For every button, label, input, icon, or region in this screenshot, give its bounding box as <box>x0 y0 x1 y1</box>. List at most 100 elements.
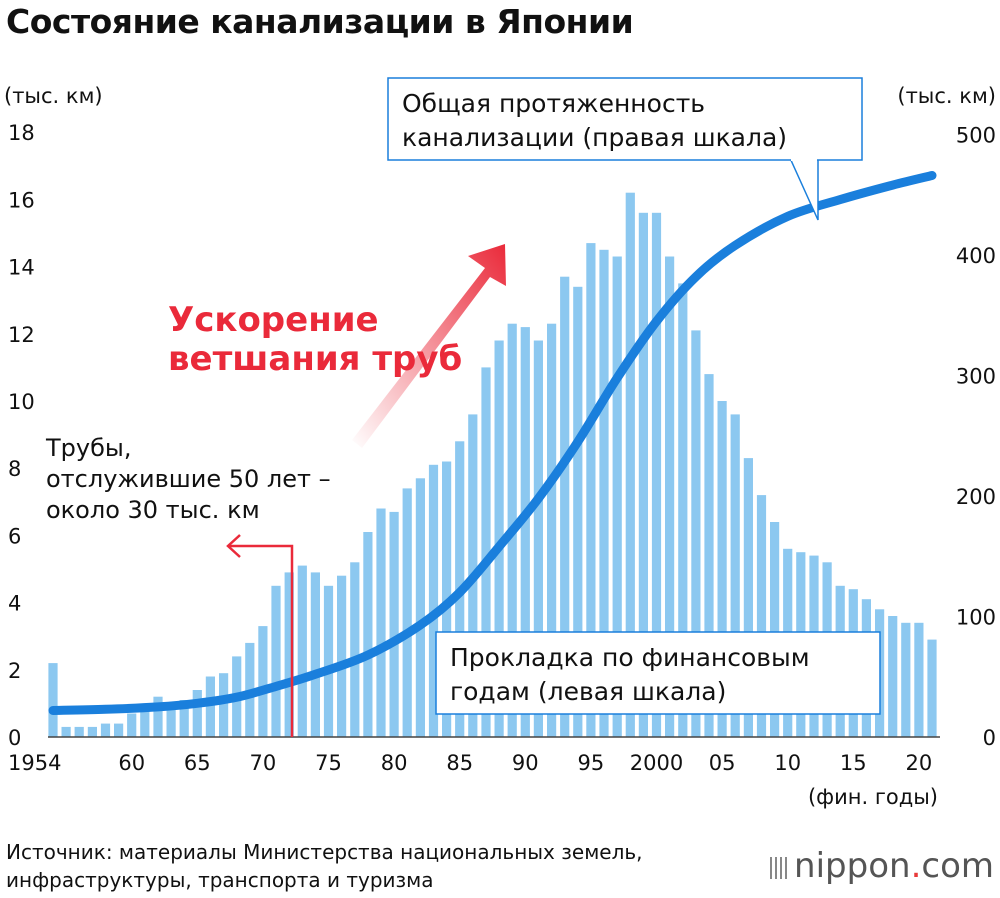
right-tick-label: 500 <box>956 124 996 148</box>
x-tick-label: 90 <box>512 751 539 775</box>
bar-1998 <box>625 192 635 737</box>
left-tick-label: 6 <box>8 524 21 548</box>
bar-1983 <box>428 464 439 737</box>
bar-1966 <box>205 676 215 737</box>
bar-1965 <box>192 690 202 737</box>
pipes-label-line2: отслужившие 50 лет – <box>46 465 331 493</box>
left-tick-label: 10 <box>8 390 35 414</box>
bar-1974 <box>310 572 320 737</box>
left-tick-label: 14 <box>8 256 35 280</box>
bar-1981 <box>402 488 412 737</box>
bar-1975 <box>323 585 334 737</box>
logo-dot: . <box>910 846 922 886</box>
left-tick-label: 4 <box>8 592 21 616</box>
x-tick-label: 15 <box>840 751 867 775</box>
left-axis-unit: (тыс. км) <box>4 84 103 108</box>
source-line-2: инфраструктуры, транспорта и туризма <box>6 868 434 892</box>
nippon-logo-mark <box>770 856 789 879</box>
bar-2003 <box>691 330 701 737</box>
right-tick-label: 300 <box>956 365 996 389</box>
bar-1960 <box>127 713 137 737</box>
left-tick-label: 16 <box>8 188 35 212</box>
total-callout-line2: канализации (правая шкала) <box>402 123 787 152</box>
x-tick-label: 70 <box>250 751 277 775</box>
right-tick-label: 100 <box>956 606 996 630</box>
bar-2005 <box>717 401 727 737</box>
bar-1994 <box>573 286 583 737</box>
bar-1987 <box>481 367 491 737</box>
bar-1977 <box>350 562 360 737</box>
left-tick-label: 12 <box>8 323 35 347</box>
bar-1973 <box>297 565 307 737</box>
bar-1970 <box>258 626 268 737</box>
chart-title: Состояние канализации в Японии <box>6 2 634 41</box>
left-axis-ticks: 0 2 4 6 8 10 12 14 16 18 <box>8 121 35 750</box>
x-axis-unit: (фин. годы) <box>808 785 938 809</box>
x-tick-label: 80 <box>381 751 408 775</box>
logo-main: nippon <box>794 846 911 886</box>
logo-tail: com <box>921 846 994 886</box>
bar-1963 <box>166 703 176 737</box>
bar-2000 <box>651 212 662 738</box>
x-tick-label: 60 <box>118 751 145 775</box>
bar-2020 <box>914 622 924 737</box>
bar-1964 <box>179 700 189 737</box>
total-callout-line1: Общая протяженность <box>402 89 705 118</box>
bar-1999 <box>638 212 648 738</box>
aging-arrow <box>352 244 506 448</box>
bar-1967 <box>219 673 229 737</box>
left-tick-label: 8 <box>8 457 21 481</box>
bar-2001 <box>665 256 675 737</box>
x-tick-label: 75 <box>315 751 342 775</box>
laying-callout-line2: годам (левая шкала) <box>450 677 726 706</box>
bar-1982 <box>415 478 425 737</box>
bar-1972 <box>284 572 294 737</box>
pipes-label-line1: Трубы, <box>45 434 131 462</box>
total-length-line <box>48 171 937 715</box>
bar-1995 <box>586 243 596 737</box>
bar-2021 <box>927 639 937 737</box>
bar-2007 <box>743 458 753 737</box>
bar-1961 <box>140 706 150 737</box>
bar-2002 <box>678 283 688 737</box>
left-tick-label: 2 <box>8 659 21 683</box>
x-axis-ticks: 1954 60 65 70 75 80 85 90 95 2000 05 10 15 20 <box>8 751 932 775</box>
x-tick-label: 1954 <box>8 751 61 775</box>
bar-1993 <box>560 276 570 737</box>
nippon-logo: nippon.com <box>770 846 994 886</box>
bar-1996 <box>599 249 609 738</box>
x-tick-label: 2000 <box>630 751 683 775</box>
x-tick-label: 95 <box>578 751 605 775</box>
right-tick-label: 200 <box>956 485 996 509</box>
right-tick-label: 0 <box>983 726 996 750</box>
laying-callout: Прокладка по финансовым годам (левая шка… <box>435 631 881 715</box>
x-tick-label: 10 <box>774 751 801 775</box>
bar-1978 <box>363 532 373 737</box>
x-tick-label: 05 <box>709 751 736 775</box>
bar-2009 <box>770 522 780 737</box>
pipes-label-line3: около 30 тыс. км <box>46 496 260 524</box>
bar-1954 <box>48 663 58 737</box>
laying-callout-line1: Прокладка по финансовым <box>450 643 810 672</box>
right-axis-ticks: 0 100 200 300 400 500 <box>956 124 996 751</box>
x-tick-label: 20 <box>906 751 933 775</box>
bar-1991 <box>533 340 543 737</box>
source-line-1: Источник: материалы Министерства национа… <box>6 840 643 864</box>
bar-1980 <box>389 511 399 737</box>
right-axis-unit: (тыс. км) <box>897 84 996 108</box>
left-tick-label: 18 <box>8 121 35 145</box>
bar-1990 <box>520 327 530 737</box>
accel-label-line1: Ускорение <box>168 300 379 340</box>
accel-label-line2: ветшания труб <box>168 339 462 379</box>
bar-1976 <box>337 575 347 737</box>
bar-1988 <box>494 340 504 737</box>
right-tick-label: 400 <box>956 244 996 268</box>
bar-1957 <box>87 726 97 737</box>
bar-1956 <box>74 726 84 737</box>
bar-1955 <box>61 726 71 737</box>
bar-1959 <box>114 723 124 737</box>
bar-1997 <box>612 256 622 737</box>
bar-1979 <box>376 508 386 737</box>
fifty-year-marker <box>228 544 294 737</box>
source-note: Источник: материалы Министерства национа… <box>6 838 643 894</box>
